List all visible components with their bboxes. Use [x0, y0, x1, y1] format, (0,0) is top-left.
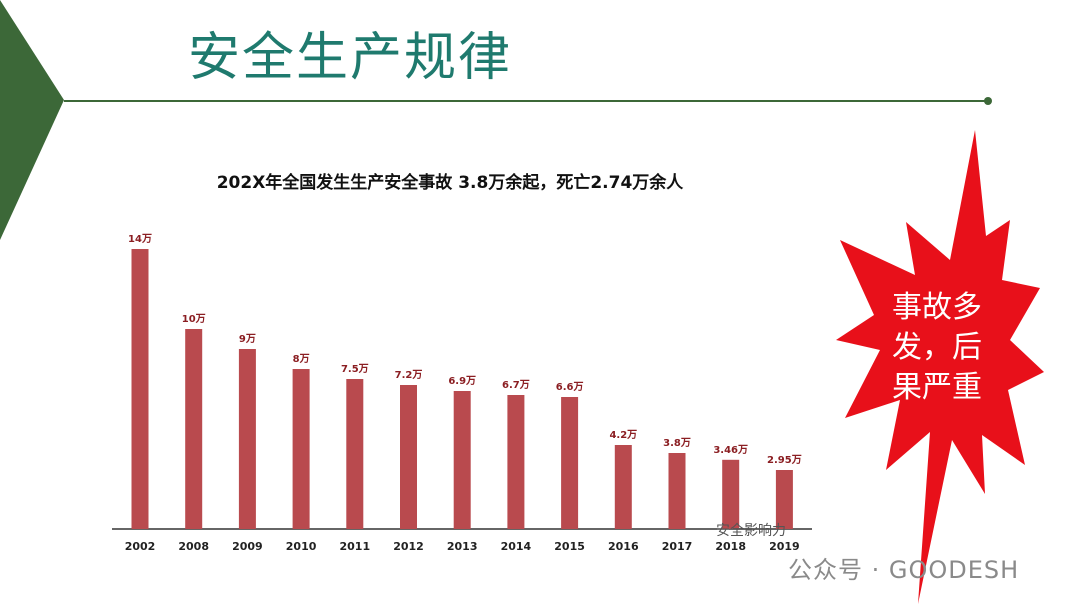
watermark-brand: 公众号 · GOODESH	[788, 556, 1020, 584]
bar-2013	[453, 391, 471, 529]
data-label-2010: 8万	[293, 353, 310, 365]
callout-burst	[836, 130, 1044, 604]
data-label-2015: 6.6万	[556, 381, 584, 393]
x-tick-label-2008: 2008	[178, 540, 209, 553]
data-label-2002: 14万	[128, 233, 152, 245]
left-triangle-decoration	[0, 0, 64, 240]
bar-2012	[400, 385, 417, 529]
data-label-2019: 2.95万	[767, 454, 802, 466]
callout-line-3: 果严重	[892, 370, 982, 405]
callout-line-2: 发，后	[892, 330, 982, 365]
x-tick-label-2017: 2017	[662, 540, 693, 553]
x-tick-label-2019: 2019	[769, 540, 800, 553]
bar-2016	[614, 445, 632, 529]
x-tick-label-2013: 2013	[447, 540, 478, 553]
bar-2008	[185, 329, 203, 529]
data-label-2013: 6.9万	[448, 375, 476, 387]
x-tick-label-2002: 2002	[125, 540, 156, 553]
data-label-2014: 6.7万	[502, 379, 530, 391]
x-tick-label-2009: 2009	[232, 540, 263, 553]
data-label-2009: 9万	[239, 333, 256, 345]
data-label-2018: 3.46万	[713, 444, 748, 456]
x-tick-label-2018: 2018	[715, 540, 746, 553]
x-tick-label-2011: 2011	[339, 540, 370, 553]
bar-2011	[346, 379, 364, 529]
x-tick-label-2015: 2015	[554, 540, 585, 553]
data-label-2008: 10万	[182, 313, 206, 325]
bar-2017	[668, 453, 686, 529]
data-label-2016: 4.2万	[609, 429, 637, 441]
slide-title: 安全生产规律	[188, 28, 513, 88]
data-label-2011: 7.5万	[341, 363, 369, 375]
bar-2009	[238, 349, 256, 529]
data-label-2012: 7.2万	[395, 369, 423, 381]
callout-line-1: 事故多	[892, 290, 982, 325]
callout-text: 事故多 发，后 果严重	[882, 288, 992, 408]
x-tick-label-2016: 2016	[608, 540, 639, 553]
bar-2010	[292, 369, 310, 529]
x-tick-label-2010: 2010	[286, 540, 317, 553]
x-tick-label-2012: 2012	[393, 540, 424, 553]
watermark-overlay: 安全影响力	[716, 523, 786, 539]
bar-2019	[775, 470, 793, 529]
title-rule-end-dot	[984, 97, 992, 105]
bar-2002	[131, 249, 149, 529]
bar-2014	[507, 395, 525, 529]
bar-2018	[722, 459, 740, 529]
bar-2015	[561, 397, 579, 529]
x-tick-label-2014: 2014	[501, 540, 532, 553]
chart-subtitle: 202X年全国发生生产安全事故 3.8万余起，死亡2.74万余人	[216, 173, 684, 193]
data-label-2017: 3.8万	[663, 437, 691, 449]
